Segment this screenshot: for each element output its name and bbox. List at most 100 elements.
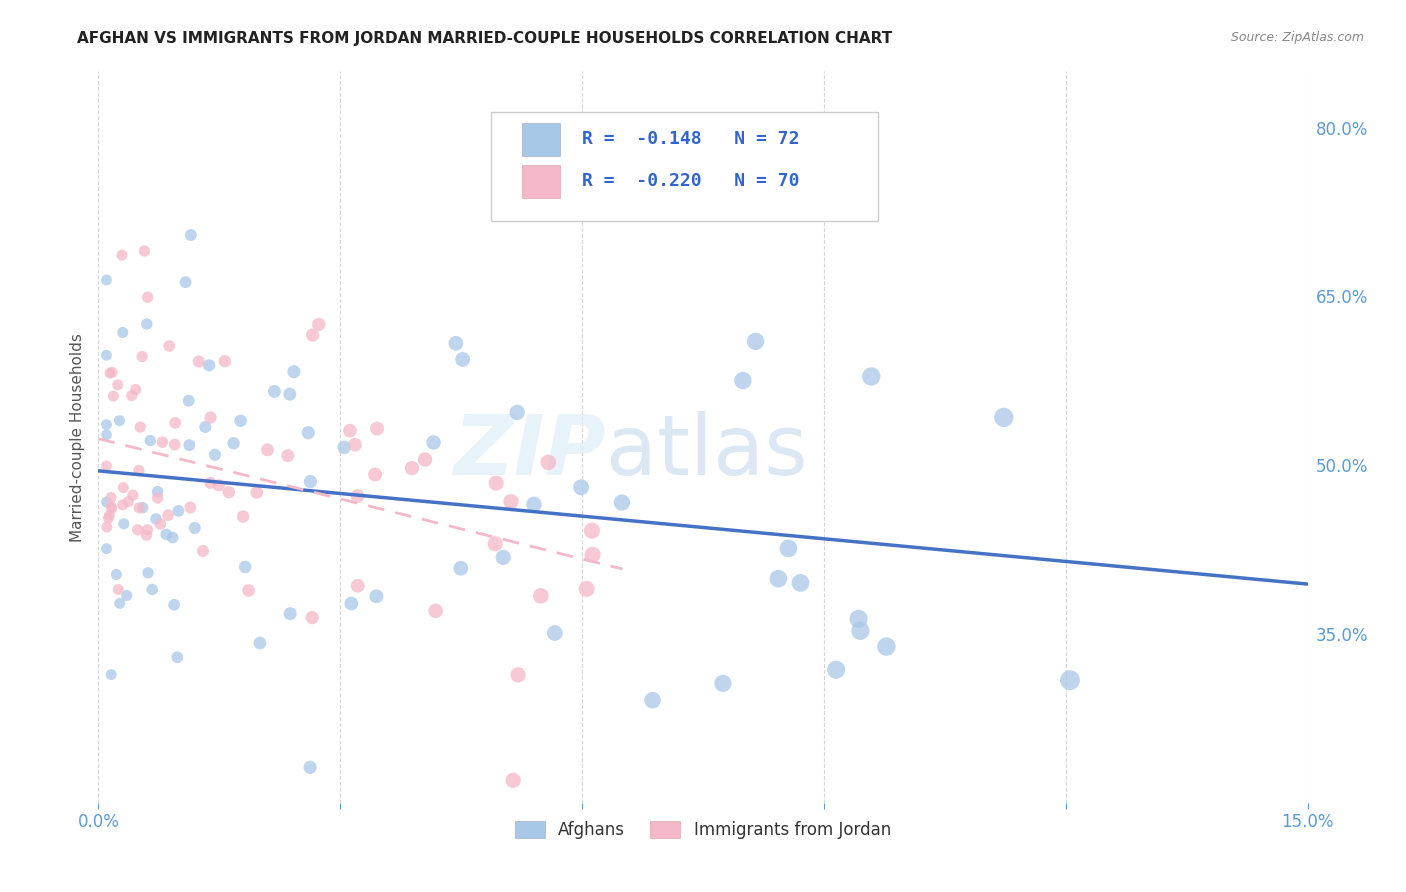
Point xyxy=(993,410,1015,425)
Point xyxy=(214,354,236,368)
Point xyxy=(523,497,546,511)
FancyBboxPatch shape xyxy=(492,112,879,221)
Point xyxy=(103,389,125,403)
Point xyxy=(136,566,159,580)
Point xyxy=(191,544,214,558)
Legend: Afghans, Immigrants from Jordan: Afghans, Immigrants from Jordan xyxy=(509,814,897,846)
Point xyxy=(277,449,299,463)
Point xyxy=(96,495,118,509)
Point xyxy=(731,374,754,388)
Point xyxy=(506,405,529,419)
Point xyxy=(166,650,188,665)
Point xyxy=(112,481,135,495)
Point xyxy=(278,387,301,401)
Point xyxy=(232,509,254,524)
Point xyxy=(128,464,150,478)
Point xyxy=(283,365,305,379)
Point xyxy=(100,501,122,516)
Point xyxy=(135,317,157,331)
Point xyxy=(146,491,169,505)
Point xyxy=(346,489,368,503)
Point xyxy=(98,508,121,523)
Point xyxy=(564,168,586,182)
Point xyxy=(108,596,131,610)
Point xyxy=(278,607,301,621)
Point xyxy=(125,383,148,397)
Point xyxy=(96,458,118,473)
Point xyxy=(444,336,467,351)
Point xyxy=(346,579,368,593)
Point xyxy=(581,548,603,562)
Point xyxy=(200,410,222,425)
Point xyxy=(184,521,207,535)
Point xyxy=(101,365,124,379)
Point xyxy=(179,500,201,515)
Point xyxy=(875,640,897,654)
FancyBboxPatch shape xyxy=(522,165,561,197)
Point xyxy=(768,572,790,586)
Point xyxy=(96,541,118,556)
Point xyxy=(301,610,323,624)
Point xyxy=(162,531,184,545)
Point xyxy=(218,485,240,500)
Point xyxy=(339,424,361,438)
Point xyxy=(146,484,169,499)
Point xyxy=(364,467,387,482)
Point xyxy=(246,485,269,500)
Point xyxy=(157,339,180,353)
Point xyxy=(789,575,811,590)
Point xyxy=(136,290,159,304)
Point xyxy=(121,388,143,402)
Point xyxy=(107,377,129,392)
Point xyxy=(122,488,145,502)
Point xyxy=(233,560,256,574)
Point xyxy=(97,511,120,525)
Point xyxy=(141,582,163,597)
Point xyxy=(111,248,134,262)
Point xyxy=(238,583,260,598)
Point xyxy=(187,354,209,368)
Point xyxy=(179,438,201,452)
Point xyxy=(117,494,139,508)
Point xyxy=(537,455,560,469)
FancyBboxPatch shape xyxy=(522,123,561,156)
Y-axis label: Married-couple Households: Married-couple Households xyxy=(69,333,84,541)
Point xyxy=(1059,673,1081,688)
Point xyxy=(450,561,472,575)
Point xyxy=(544,626,567,640)
Point xyxy=(825,663,848,677)
Point xyxy=(139,434,162,448)
Text: Source: ZipAtlas.com: Source: ZipAtlas.com xyxy=(1230,31,1364,45)
Point xyxy=(167,504,190,518)
Point xyxy=(111,498,134,512)
Point xyxy=(641,693,664,707)
Point xyxy=(194,420,217,434)
Point xyxy=(849,624,872,638)
Point xyxy=(299,760,322,774)
Point xyxy=(530,589,553,603)
Point xyxy=(422,435,444,450)
Point xyxy=(112,516,135,531)
Point xyxy=(198,359,221,373)
Point xyxy=(308,318,330,332)
Point xyxy=(492,550,515,565)
Point xyxy=(860,369,883,384)
Point xyxy=(297,425,319,440)
Point xyxy=(200,475,222,490)
Point xyxy=(135,528,157,542)
Point xyxy=(111,326,134,340)
Point xyxy=(249,636,271,650)
Point xyxy=(256,442,278,457)
Point xyxy=(136,523,159,537)
Point xyxy=(157,508,180,523)
Point xyxy=(333,441,356,455)
Point xyxy=(506,668,529,682)
Point xyxy=(610,495,633,509)
Point xyxy=(132,500,155,515)
Point xyxy=(413,452,436,467)
Point xyxy=(96,273,118,287)
Point xyxy=(177,393,200,408)
Point xyxy=(107,582,129,597)
Point xyxy=(208,478,231,492)
Point xyxy=(401,461,423,475)
